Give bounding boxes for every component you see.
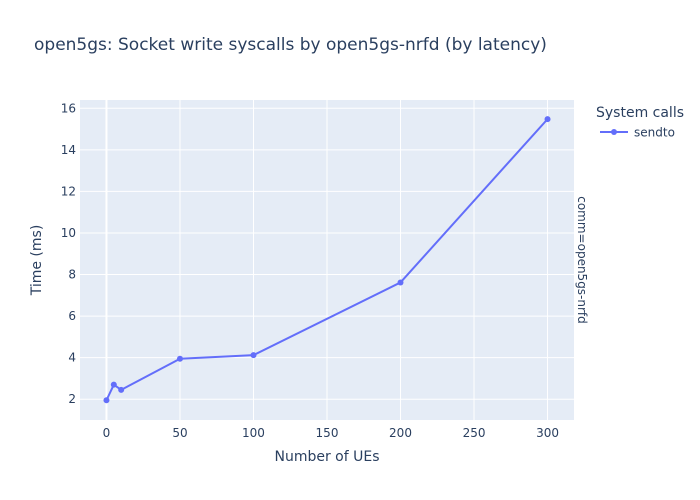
data-point[interactable] [103,397,110,404]
series-layer [103,116,551,404]
x-axis-label: Number of UEs [274,449,379,465]
chart-title: open5gs: Socket write syscalls by open5g… [34,35,547,55]
data-point[interactable] [397,279,404,286]
data-point[interactable] [250,352,257,359]
facet-label: comm=open5gs-nrfd [575,196,589,324]
y-tick-label: 2 [68,392,76,406]
y-tick-labels: 2 4 6 8 10 12 14 16 [61,101,76,406]
data-point[interactable] [544,116,551,123]
data-point[interactable] [118,386,125,393]
y-axis-label: Time (ms) [29,225,45,297]
x-tick-label: 100 [242,426,265,440]
y-tick-label: 14 [61,143,76,157]
y-tick-label: 8 [68,268,76,282]
y-gridlines [80,107,574,400]
x-tick-label: 200 [389,426,412,440]
legend-label: sendto [634,126,675,140]
y-tick-label: 4 [68,351,76,365]
data-point[interactable] [176,355,183,362]
legend-title: System calls [596,105,684,121]
y-tick-label: 6 [68,309,76,323]
legend-item-sendto[interactable]: sendto [600,126,675,140]
legend[interactable]: System calls sendto [596,105,684,140]
x-tick-labels: 0 50 100 150 200 250 300 [103,426,559,440]
y-tick-label: 16 [61,101,76,115]
y-tick-label: 12 [61,184,76,198]
x-tick-label: 150 [316,426,339,440]
y-tick-label: 10 [61,226,76,240]
x-tick-label: 300 [536,426,559,440]
x-tick-label: 0 [103,426,111,440]
x-gridlines [105,100,549,420]
data-point[interactable] [110,381,117,388]
x-tick-label: 250 [463,426,486,440]
x-tick-label: 50 [172,426,187,440]
legend-marker-swatch [611,129,617,135]
